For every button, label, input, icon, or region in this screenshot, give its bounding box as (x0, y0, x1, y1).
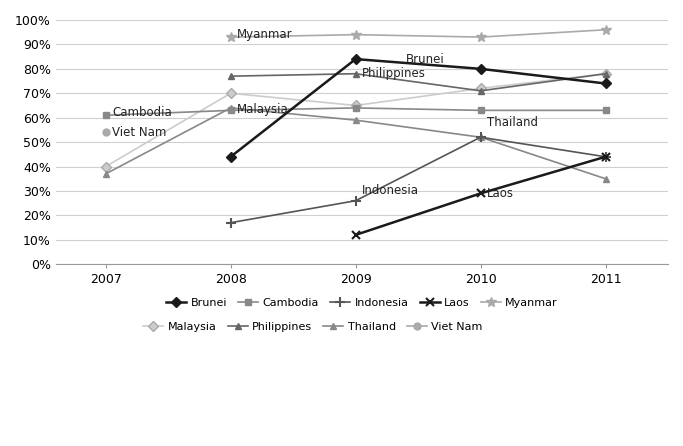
Text: Cambodia: Cambodia (112, 106, 171, 119)
Text: Myanmar: Myanmar (237, 28, 292, 41)
Text: Thailand: Thailand (487, 116, 538, 129)
Text: Philippines: Philippines (362, 67, 426, 80)
Text: Malaysia: Malaysia (237, 103, 289, 116)
Text: Indonesia: Indonesia (362, 185, 419, 198)
Text: Viet Nam: Viet Nam (112, 126, 167, 139)
Text: Laos: Laos (487, 187, 514, 200)
Legend: Malaysia, Philippines, Thailand, Viet Nam: Malaysia, Philippines, Thailand, Viet Na… (139, 318, 487, 337)
Text: Brunei: Brunei (406, 53, 445, 66)
